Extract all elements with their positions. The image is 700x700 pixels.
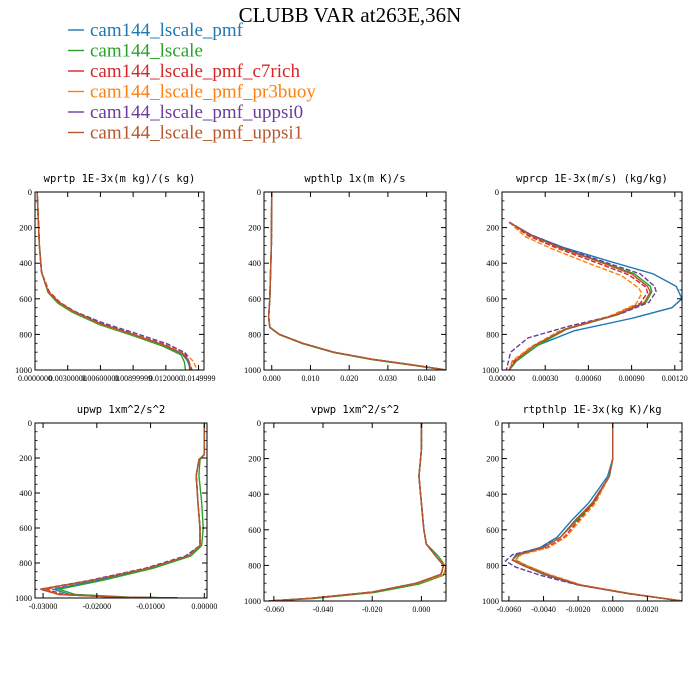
y-tick-label: 800 (486, 329, 499, 339)
panel-title: vpwp 1xm^2/s^2 (311, 404, 400, 416)
x-tick-label: 0.000 (263, 374, 281, 383)
x-tick-label: 0.0120000 (149, 374, 183, 383)
x-tick-label: 0.0149999 (182, 374, 216, 383)
y-tick-label: 600 (248, 525, 261, 535)
chart-panel: wprtp 1E-3x(m kg)/(s kg) 0 200 400 600 800 100… (15, 173, 216, 383)
series-line (505, 221, 657, 370)
y-tick-label: 600 (486, 294, 499, 304)
x-tick-label: 0.00000 (489, 374, 515, 383)
x-tick-label: -0.03000 (29, 602, 58, 611)
x-tick-label: -0.060 (264, 605, 285, 614)
y-tick-label: 200 (248, 454, 261, 464)
y-tick-label: 1000 (482, 596, 499, 606)
y-tick-label: 1000 (482, 365, 499, 375)
x-tick-label: -0.0020 (566, 605, 591, 614)
y-tick-label: 200 (19, 223, 32, 233)
y-tick-label: 200 (486, 454, 499, 464)
series-line (508, 221, 652, 370)
x-tick-label: -0.02000 (82, 602, 111, 611)
x-tick-label: 0.0020 (636, 605, 658, 614)
chart-panels: wprtp 1E-3x(m kg)/(s kg) 0 200 400 600 800 100… (15, 173, 688, 614)
legend-label: cam144_lscale_pmf (90, 20, 244, 41)
y-tick-label: 0 (495, 187, 499, 197)
legend-label: cam144_lscale (90, 41, 203, 62)
x-tick-label: -0.0060 (497, 605, 522, 614)
panel-title: wprtp 1E-3x(m kg)/(s kg) (44, 173, 196, 185)
y-tick-label: 800 (248, 560, 261, 570)
y-tick-label: 0 (28, 187, 32, 197)
y-tick-label: 800 (19, 558, 32, 568)
x-tick-label: -0.040 (313, 605, 334, 614)
figure-title: CLUBB VAR at263E,36N (239, 3, 462, 27)
legend-label: cam144_lscale_pmf_pr3buoy (90, 82, 316, 103)
x-tick-label: 0.00000 (191, 602, 217, 611)
y-tick-label: 1000 (15, 365, 32, 375)
x-tick-label: 0.040 (418, 374, 436, 383)
x-tick-label: 0.010 (301, 374, 319, 383)
x-tick-label: 0.030 (379, 374, 397, 383)
series-line (36, 192, 192, 370)
y-tick-label: 800 (19, 329, 32, 339)
y-tick-label: 1000 (244, 596, 261, 606)
y-tick-label: 0 (495, 418, 499, 428)
x-tick-label: 0.00899999 (114, 374, 152, 383)
x-tick-label: 0.00060 (575, 374, 601, 383)
x-tick-label: 0.00090 (619, 374, 645, 383)
x-tick-label: 0.0000000 (18, 374, 52, 383)
y-tick-label: 600 (19, 523, 32, 533)
y-tick-label: 200 (248, 223, 261, 233)
y-tick-label: 400 (248, 489, 261, 499)
x-tick-label: 0.00600000 (81, 374, 119, 383)
legend-label: cam144_lscale_pmf_uppsi0 (90, 102, 303, 123)
chart-panel: upwp 1xm^2/s^2 0 200 400 600 800 1000-0.03000 -… (15, 404, 217, 611)
series-line (508, 221, 643, 370)
panel-title: wpthlp 1x(m K)/s (304, 173, 405, 185)
series-line (267, 192, 446, 370)
y-tick-label: 400 (486, 489, 499, 499)
y-tick-label: 400 (248, 258, 261, 268)
y-tick-label: 400 (486, 258, 499, 268)
x-tick-label: 0.00030 (532, 374, 558, 383)
y-tick-label: 800 (486, 560, 499, 570)
y-tick-label: 1000 (15, 593, 32, 603)
y-tick-label: 800 (248, 329, 261, 339)
y-tick-label: 0 (257, 187, 261, 197)
x-tick-label: 0.00300000 (49, 374, 87, 383)
y-tick-label: 0 (28, 418, 32, 428)
y-tick-label: 600 (248, 294, 261, 304)
legend-label: cam144_lscale_pmf_c7rich (90, 61, 300, 82)
series-line (56, 423, 206, 598)
x-tick-label: -0.020 (362, 605, 383, 614)
series-line (40, 423, 206, 598)
series-line (508, 221, 649, 370)
x-tick-label: 0.0000 (602, 605, 624, 614)
chart-panel: wprcp 1E-3x(m/s) (kg/kg) 0 200 400 600 800 100… (482, 173, 688, 383)
panel-title: rtpthlp 1E-3x(kg K)/kg (522, 404, 661, 416)
legend-label: cam144_lscale_pmf_uppsi1 (90, 123, 303, 144)
series-line (268, 423, 445, 601)
chart-panel: rtpthlp 1E-3x(kg K)/kg02004006008001000-… (482, 404, 683, 614)
legend: cam144_lscale_pmfcam144_lscalecam144_lsc… (68, 20, 316, 144)
x-tick-label: 0.000 (412, 605, 430, 614)
x-tick-label: -0.0040 (531, 605, 556, 614)
y-tick-label: 200 (486, 223, 499, 233)
series-line (511, 423, 682, 601)
y-tick-label: 0 (257, 418, 261, 428)
panel-title: upwp 1xm^2/s^2 (77, 404, 166, 416)
y-tick-label: 600 (486, 525, 499, 535)
panel-title: wprcp 1E-3x(m/s) (kg/kg) (516, 173, 668, 185)
y-tick-label: 400 (19, 258, 32, 268)
y-tick-label: 400 (19, 488, 32, 498)
x-tick-label: 0.00120 (662, 374, 688, 383)
x-tick-label: 0.020 (340, 374, 358, 383)
y-tick-label: 200 (19, 453, 32, 463)
y-tick-label: 600 (19, 294, 32, 304)
y-tick-label: 1000 (244, 365, 261, 375)
x-tick-label: -0.01000 (136, 602, 165, 611)
chart-panel: vpwp 1xm^2/s^2 0 200 400 600 800 1000-0.060 -0.… (244, 404, 447, 614)
